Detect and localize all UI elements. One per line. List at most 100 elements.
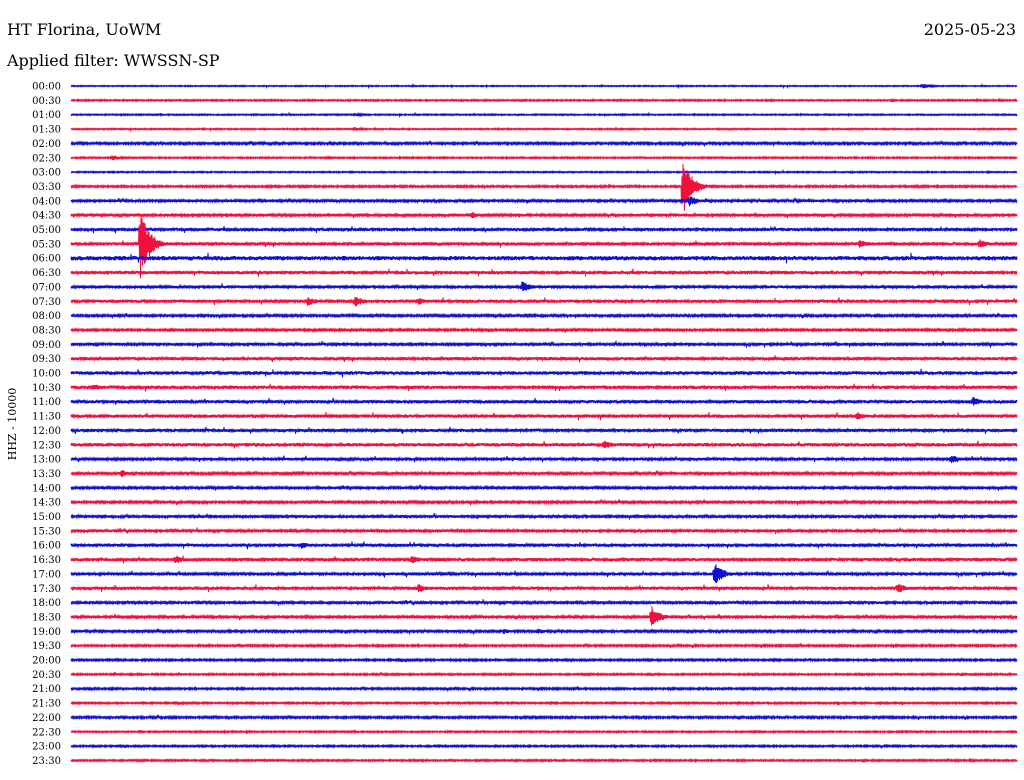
filter-label: Applied filter: WWSSN-SP	[7, 51, 220, 70]
seismic-trace-1900	[70, 628, 1018, 635]
trace-time-label: 10:30	[32, 383, 61, 394]
trace-time-label: 23:00	[32, 742, 61, 753]
seismic-trace-0630	[70, 268, 1018, 277]
seismic-trace-0530	[70, 215, 1018, 279]
trace-time-label: 05:00	[32, 225, 61, 236]
trace-time-label: 17:00	[32, 569, 61, 580]
trace-time-label: 21:00	[32, 684, 61, 695]
trace-time-label: 16:00	[32, 541, 61, 552]
trace-time-label: 11:00	[32, 397, 61, 408]
seismic-trace-0030	[70, 97, 1018, 103]
seismic-trace-2000	[70, 657, 1018, 663]
trace-time-label: 01:30	[32, 125, 61, 136]
trace-time-label: 02:00	[32, 139, 61, 150]
seismic-trace-2030	[70, 671, 1018, 678]
trace-time-label: 20:00	[32, 656, 61, 667]
seismic-trace-1130	[70, 412, 1018, 421]
trace-time-label: 12:30	[32, 440, 61, 451]
seismic-trace-0930	[70, 355, 1018, 363]
trace-time-label: 14:30	[32, 498, 61, 509]
seismic-trace-1330	[70, 470, 1018, 477]
seismic-trace-0200	[70, 140, 1018, 147]
trace-time-label: 22:30	[32, 727, 61, 738]
trace-time-label: 19:00	[32, 627, 61, 638]
seismic-trace-1230	[70, 440, 1018, 449]
seismic-trace-0100	[70, 111, 1018, 119]
seismic-trace-0230	[70, 154, 1018, 161]
seismic-trace-0500	[70, 225, 1018, 234]
seismic-trace-1100	[70, 397, 1018, 406]
seismic-trace-0900	[70, 340, 1018, 348]
trace-time-label: 21:30	[32, 699, 61, 710]
seismic-trace-1600	[70, 541, 1018, 550]
seismic-trace-0400	[70, 196, 1018, 207]
seismic-trace-2100	[70, 685, 1018, 692]
seismic-trace-1930	[70, 642, 1018, 649]
seismic-trace-1400	[70, 484, 1018, 492]
trace-time-label: 15:00	[32, 512, 61, 523]
trace-time-label: 09:30	[32, 354, 61, 365]
trace-time-label: 00:00	[32, 82, 61, 93]
trace-time-label: 22:00	[32, 713, 61, 724]
trace-time-label: 07:30	[32, 297, 61, 308]
trace-time-label: 13:00	[32, 455, 61, 466]
trace-time-label: 17:30	[32, 584, 61, 595]
trace-time-label: 23:30	[32, 756, 61, 767]
date-label: 2025-05-23	[923, 20, 1016, 39]
trace-time-label: 02:30	[32, 153, 61, 164]
seismic-trace-0130	[70, 126, 1018, 133]
trace-time-label: 04:00	[32, 196, 61, 207]
seismic-trace-2130	[70, 700, 1018, 706]
seismic-trace-0800	[70, 312, 1018, 319]
trace-time-label: 07:00	[32, 282, 61, 293]
seismic-trace-2330	[70, 757, 1018, 764]
seismic-trace-1730	[70, 583, 1018, 593]
trace-time-label: 18:00	[32, 598, 61, 609]
trace-time-label: 03:30	[32, 182, 61, 193]
trace-time-label: 13:30	[32, 469, 61, 480]
trace-time-label: 01:00	[32, 110, 61, 121]
trace-time-label: 06:00	[32, 254, 61, 265]
trace-time-label: 03:00	[32, 168, 61, 179]
seismic-trace-1430	[70, 498, 1018, 506]
trace-time-label: 00:30	[32, 96, 61, 107]
seismic-trace-1300	[70, 455, 1018, 464]
seismic-trace-2200	[70, 714, 1018, 721]
seismic-trace-0430	[70, 211, 1018, 219]
trace-time-label: 08:00	[32, 311, 61, 322]
seismic-trace-1530	[70, 527, 1018, 535]
seismic-trace-2230	[70, 729, 1018, 735]
seismic-trace-0700	[70, 281, 1018, 291]
trace-time-label: 20:30	[32, 670, 61, 681]
seismic-trace-1000	[70, 368, 1018, 378]
seismic-trace-1500	[70, 513, 1018, 520]
y-axis-label: HHZ - 10000	[6, 388, 19, 461]
seismic-trace-1700	[70, 564, 1018, 584]
trace-time-label: 09:00	[32, 340, 61, 351]
trace-time-label: 08:30	[32, 325, 61, 336]
seismic-trace-0000	[70, 82, 1018, 90]
seismic-trace-1630	[70, 555, 1018, 564]
seismic-trace-1830	[70, 606, 1018, 626]
seismic-trace-0330	[70, 163, 1018, 211]
trace-time-label: 05:30	[32, 239, 61, 250]
seismic-trace-1030	[70, 383, 1018, 392]
trace-time-label: 04:30	[32, 211, 61, 222]
seismic-trace-0600	[70, 252, 1018, 264]
trace-time-label: 06:30	[32, 268, 61, 279]
seismic-trace-0300	[70, 168, 1018, 176]
seismic-trace-1800	[70, 599, 1018, 606]
seismic-trace-2300	[70, 743, 1018, 749]
trace-time-label: 18:30	[32, 612, 61, 623]
seismic-trace-1200	[70, 426, 1018, 435]
trace-time-label: 11:30	[32, 412, 61, 423]
trace-time-label: 19:30	[32, 641, 61, 652]
trace-time-label: 10:00	[32, 369, 61, 380]
station-title: HT Florina, UoWM	[7, 20, 162, 39]
seismic-trace-0830	[70, 326, 1018, 334]
trace-time-label: 15:30	[32, 526, 61, 537]
trace-time-label: 12:00	[32, 426, 61, 437]
trace-time-label: 14:00	[32, 483, 61, 494]
trace-time-label: 16:30	[32, 555, 61, 566]
